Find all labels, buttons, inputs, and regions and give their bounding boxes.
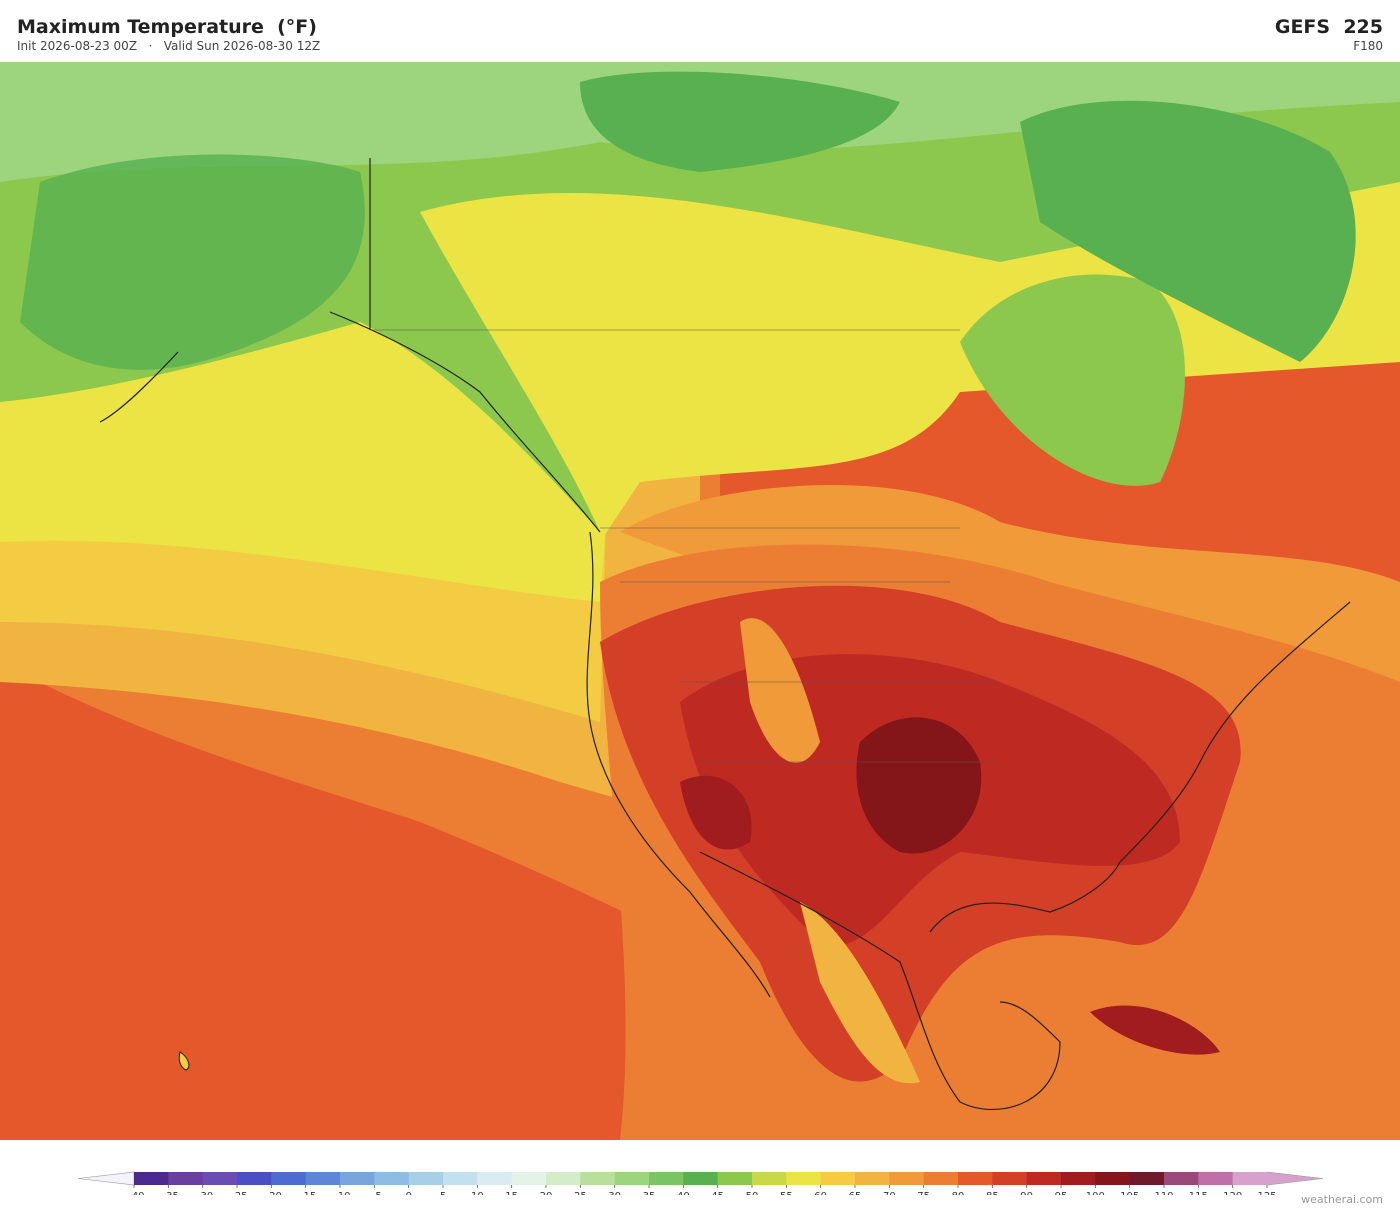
colorbar-swatch xyxy=(305,1172,341,1185)
colorbar-tick-label: 75 xyxy=(917,1191,930,1195)
island xyxy=(178,1051,190,1071)
field xyxy=(20,154,365,370)
colorbar-over xyxy=(1266,1171,1324,1186)
colorbar-tick-label: 50 xyxy=(746,1191,759,1195)
field xyxy=(580,71,900,172)
field xyxy=(960,274,1185,486)
colorbar-swatch xyxy=(408,1172,444,1185)
colorbar-swatch xyxy=(1164,1172,1199,1185)
colorbar-tick-label: 105 xyxy=(1120,1191,1139,1195)
colorbar-tick-label: −35 xyxy=(158,1191,179,1195)
colorbar-tick-label: 20 xyxy=(540,1191,553,1195)
colorbar-swatch xyxy=(580,1172,616,1185)
colorbar-swatch xyxy=(1026,1172,1062,1185)
colorbar-under xyxy=(77,1171,135,1186)
colorbar-swatch xyxy=(752,1172,787,1185)
model-name: GEFS 225 xyxy=(1274,16,1383,38)
field xyxy=(1020,100,1356,362)
colorbar-tick-label: 10 xyxy=(471,1191,484,1195)
colorbar-tick-label: 35 xyxy=(643,1191,656,1195)
coastline xyxy=(99,158,1351,1111)
colorbar-tick-label: −5 xyxy=(367,1191,382,1195)
colorbar-tick-label: 125 xyxy=(1257,1191,1276,1195)
colorbar-swatch xyxy=(374,1172,410,1185)
colorbar-swatch xyxy=(134,1172,169,1185)
subtitle: Init 2026-08-23 00Z · Valid Sun 2026-08-… xyxy=(17,39,320,53)
colorbar-swatch xyxy=(168,1172,204,1185)
colorbar-tick-label: 120 xyxy=(1223,1191,1242,1195)
colorbar-swatch xyxy=(649,1172,684,1185)
colorbar-tick-label: 60 xyxy=(814,1191,827,1195)
separator: · xyxy=(148,39,153,53)
colorbar-tick-label: 110 xyxy=(1154,1191,1173,1195)
colorbar-swatch xyxy=(477,1172,513,1185)
colorbar-tick-label: 45 xyxy=(711,1191,724,1195)
colorbar-tick-label: −40 xyxy=(123,1191,144,1195)
colorbar-tick-label: 15 xyxy=(505,1191,518,1195)
colorbar-swatch xyxy=(202,1172,238,1185)
colorbar-swatch xyxy=(614,1172,650,1185)
forecast-hour: F180 xyxy=(1353,39,1383,53)
colorbar-swatch xyxy=(820,1172,856,1185)
colorbar-tick-label: 30 xyxy=(608,1191,621,1195)
colorbar-swatch xyxy=(237,1172,272,1185)
colorbar-tick-label: −10 xyxy=(329,1191,350,1195)
colorbar-tick-label: 0 xyxy=(405,1191,411,1195)
colorbar-tick-label: 115 xyxy=(1189,1191,1208,1195)
colorbar-tick-label: 80 xyxy=(952,1191,965,1195)
colorbar-tick-label: 5 xyxy=(440,1191,446,1195)
colorbar-swatch xyxy=(1198,1172,1234,1185)
colorbar-swatch xyxy=(786,1172,822,1185)
colorbar-swatch xyxy=(717,1172,753,1185)
colorbar-tick-label: 55 xyxy=(780,1191,793,1195)
field xyxy=(856,717,982,854)
field xyxy=(680,775,752,850)
colorbar-tick-label: 100 xyxy=(1086,1191,1105,1195)
colorbar-swatch xyxy=(340,1172,375,1185)
colorbar-swatch xyxy=(923,1172,959,1185)
colorbar-tick-label: 65 xyxy=(849,1191,862,1195)
colorbar-tick-label: 40 xyxy=(677,1191,690,1195)
colorbar-swatch xyxy=(683,1172,719,1185)
field xyxy=(740,618,820,763)
colorbar-tick-label: 25 xyxy=(574,1191,587,1195)
colorbar: −40 −35 −30 −25 −20 −15 −10 −5 0 5 10 15 20 25 30 35 40 4… xyxy=(77,1171,1324,1195)
colorbar-swatch xyxy=(992,1172,1028,1185)
map-title: Maximum Temperature (°F) xyxy=(17,16,317,38)
border xyxy=(370,329,1000,763)
colorbar-tick-label: 90 xyxy=(1020,1191,1033,1195)
valid-time: Valid Sun 2026-08-30 12Z xyxy=(163,39,321,53)
watermark: weatherai.com xyxy=(1301,1193,1383,1206)
colorbar-swatch xyxy=(1129,1172,1165,1185)
colorbar-tick-label: 70 xyxy=(883,1191,896,1195)
colorbar-tick-label: −30 xyxy=(192,1191,213,1195)
field xyxy=(1090,1005,1220,1055)
map xyxy=(0,62,1400,1140)
colorbar-tick-label: −20 xyxy=(261,1191,282,1195)
colorbar-tick-label: 85 xyxy=(986,1191,999,1195)
colorbar-tick-label: −15 xyxy=(295,1191,316,1195)
colorbar-swatch xyxy=(855,1172,890,1185)
init-time: Init 2026-08-23 00Z xyxy=(17,39,138,53)
colorbar-tick-label: 95 xyxy=(1055,1191,1068,1195)
colorbar-swatch xyxy=(1061,1172,1096,1185)
colorbar-swatch xyxy=(546,1172,581,1185)
colorbar-swatch xyxy=(511,1172,547,1185)
colorbar-tick-label: −25 xyxy=(226,1191,247,1195)
colorbar-swatch xyxy=(958,1172,993,1185)
colorbar-swatch xyxy=(443,1172,478,1185)
colorbar-swatch xyxy=(889,1172,925,1185)
colorbar-swatch xyxy=(1232,1172,1268,1185)
colorbar-swatch xyxy=(271,1172,307,1185)
colorbar-swatch xyxy=(1095,1172,1131,1185)
field xyxy=(800,902,920,1084)
